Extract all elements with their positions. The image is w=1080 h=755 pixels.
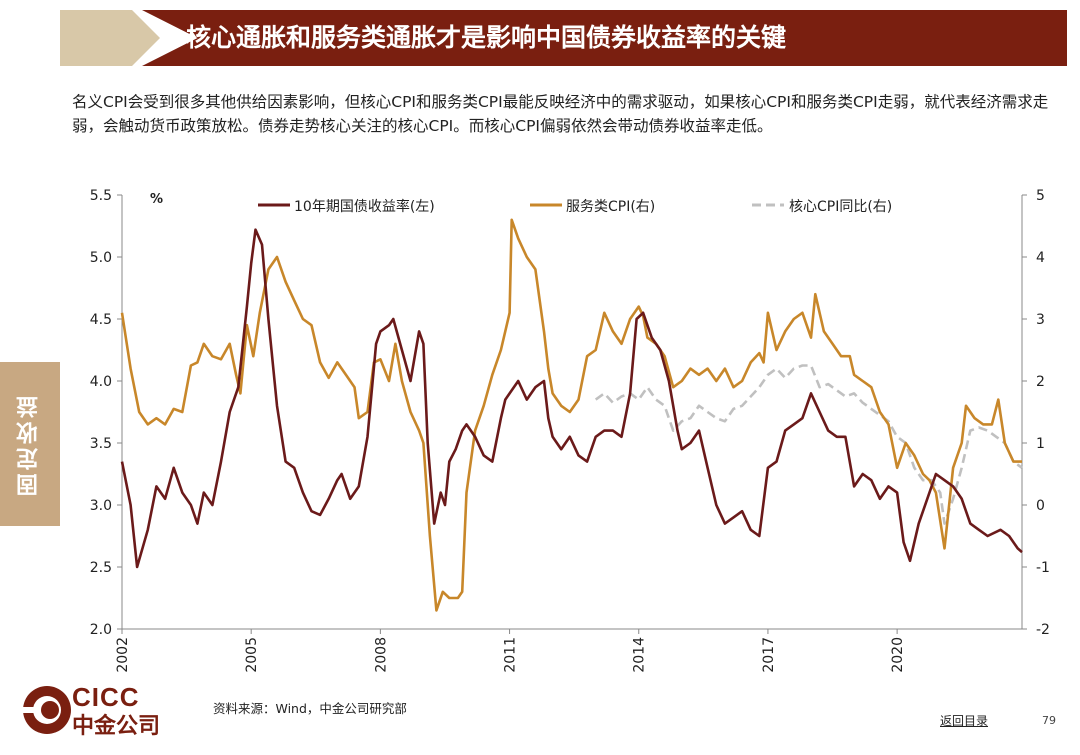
y-right-tick-label: 3	[1036, 312, 1045, 328]
y-left-tick-label: 2.5	[90, 560, 112, 576]
logo-text-cn: 中金公司	[72, 714, 161, 739]
page-number: 79	[1042, 714, 1056, 727]
x-tick-label: 2020	[890, 637, 906, 673]
y-left-tick-label: 4.0	[90, 374, 112, 390]
y-right-tick-label: 1	[1036, 436, 1045, 452]
y-left-tick-label: 5.0	[90, 250, 112, 266]
legend-label-core: 核心CPI同比(右)	[789, 199, 892, 215]
y-left-tick-label: 3.0	[90, 498, 112, 514]
y-right-tick-label: 5	[1036, 188, 1045, 204]
series-line-bond-yield	[120, 228, 1023, 569]
x-tick-label: 2002	[115, 637, 131, 673]
x-tick-label: 2014	[632, 637, 648, 673]
x-tick-label: 2011	[503, 637, 519, 673]
x-tick-label: 2005	[244, 637, 260, 673]
chart-legend: 10年期国债收益率(左) 服务类CPI(右) 核心CPI同比(右)	[258, 198, 892, 215]
series-line-core-cpi	[594, 364, 1023, 525]
y-right-tick-label: 4	[1036, 250, 1045, 266]
page-title: 核心通胀和服务类通胀才是影响中国债券收益率的关键	[186, 23, 787, 52]
legend-label-bond: 10年期国债收益率(左)	[294, 198, 435, 215]
legend-label-services: 服务类CPI(右)	[566, 199, 655, 215]
line-chart: 2.0 2.5 3.0 3.5 4.0 4.5 5.0 5.5 -2 -1 0 1 2 3 4 5 2002 20…	[90, 188, 1050, 673]
y-right-tick-label: -2	[1036, 622, 1050, 638]
chart-axes	[121, 195, 1023, 630]
y-right-tick-label: 2	[1036, 374, 1045, 390]
y-left-tick-label: 2.0	[90, 622, 112, 638]
unit-label: %	[150, 192, 163, 207]
chart-ticks: 2.0 2.5 3.0 3.5 4.0 4.5 5.0 5.5 -2 -1 0 1 2 3 4 5 2002 20…	[90, 188, 1050, 673]
source-note: 资料来源：Wind，中金公司研究部	[213, 701, 407, 716]
y-right-tick-label: -1	[1036, 560, 1050, 576]
logo-text-en: CICC	[72, 682, 140, 712]
header-bar	[142, 10, 1067, 66]
side-tab[interactable]: 固定收益	[0, 362, 60, 526]
y-right-tick-label: 0	[1036, 498, 1045, 514]
series-line-services-cpi	[120, 218, 1022, 612]
back-to-contents-link[interactable]: 返回目录	[940, 714, 989, 728]
y-left-tick-label: 4.5	[90, 312, 112, 328]
y-left-tick-label: 5.5	[90, 188, 112, 204]
cicc-logo	[22, 680, 197, 738]
x-tick-label: 2017	[761, 637, 777, 673]
logo-mark-icon	[22, 686, 71, 734]
y-left-tick-label: 3.5	[90, 436, 112, 452]
chart-series	[120, 218, 1023, 612]
intro-paragraph: 名义CPI会受到很多其他供给因素影响，但核心CPI和服务类CPI最能反映经济中的…	[72, 93, 1049, 135]
x-tick-label: 2008	[373, 637, 389, 673]
